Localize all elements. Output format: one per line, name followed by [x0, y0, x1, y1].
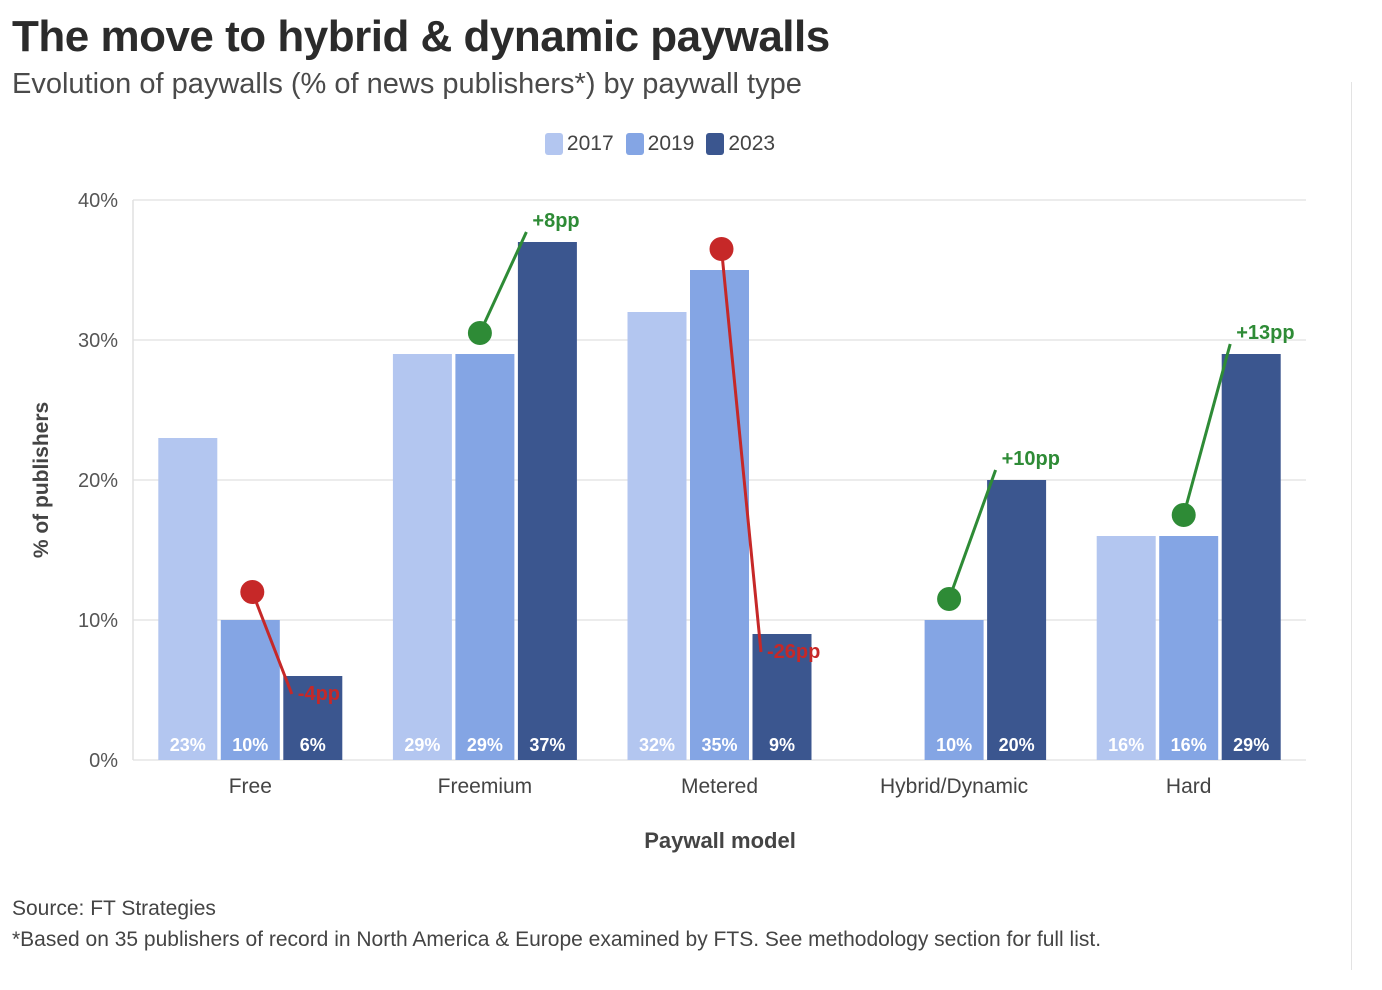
bar-value-label: 9% — [769, 735, 795, 755]
bar-2023-hard[interactable] — [1221, 354, 1281, 760]
bar-2019-hard[interactable] — [1159, 536, 1219, 760]
change-label: +10pp — [1002, 448, 1060, 470]
change-label: +13pp — [1236, 322, 1294, 344]
bar-2019-metered[interactable] — [690, 270, 749, 760]
y-tick-label: 40% — [78, 190, 118, 212]
bar-value-label: 10% — [232, 735, 268, 755]
legend-swatch-2019 — [625, 133, 644, 155]
change-marker — [1171, 503, 1196, 527]
bar-value-label: 6% — [300, 735, 326, 755]
y-tick-label: 10% — [78, 610, 118, 632]
bar-2017-freemium[interactable] — [392, 354, 452, 760]
legend: 2017 2019 2023 — [0, 132, 1320, 156]
legend-item-2019[interactable]: 2019 — [625, 132, 695, 156]
y-tick-label: 30% — [78, 330, 118, 352]
change-connector — [250, 591, 294, 695]
legend-label-2017: 2017 — [566, 132, 614, 155]
bar-value-label: 32% — [639, 735, 675, 755]
y-axis-title: % of publishers — [30, 402, 53, 558]
bar-2023-hybrid-dynamic[interactable] — [987, 480, 1047, 760]
bar-value-label: 20% — [999, 735, 1035, 755]
divider-line — [1351, 82, 1352, 970]
change-marker — [467, 321, 492, 345]
source-note: Source: FT Strategies — [12, 897, 216, 920]
bar-2017-hard[interactable] — [1096, 536, 1156, 760]
change-connector — [478, 231, 528, 334]
legend-label-2023: 2023 — [728, 132, 776, 155]
y-tick-label: 20% — [78, 470, 118, 492]
bar-value-label: 29% — [1233, 735, 1269, 755]
bar-2023-freemium[interactable] — [517, 242, 577, 760]
bar-value-label: 29% — [467, 735, 503, 755]
bar-value-label: 29% — [404, 735, 440, 755]
legend-item-2023[interactable]: 2023 — [706, 132, 775, 156]
bar-value-label: 10% — [936, 735, 972, 755]
bar-value-label: 37% — [529, 735, 565, 755]
chart-subtitle: Evolution of paywalls (% of news publish… — [12, 68, 802, 100]
bar-value-label: 16% — [1108, 735, 1144, 755]
change-label: -4pp — [298, 683, 340, 705]
bar-2017-metered[interactable] — [627, 312, 687, 760]
x-tick-label: Hard — [1166, 775, 1212, 798]
bar-2019-free[interactable] — [220, 620, 280, 760]
x-axis-title: Paywall model — [644, 828, 796, 853]
change-marker — [937, 587, 962, 611]
change-connector — [947, 469, 998, 600]
x-tick-label: Freemium — [438, 775, 533, 798]
legend-swatch-2017 — [544, 133, 563, 155]
change-marker — [240, 580, 265, 604]
bar-2023-metered[interactable] — [752, 634, 812, 760]
bar-value-label: 16% — [1171, 735, 1207, 755]
x-tick-label: Metered — [681, 775, 758, 798]
change-connector — [720, 248, 763, 653]
bar-2019-freemium[interactable] — [455, 354, 515, 760]
bar-value-label: 23% — [170, 735, 206, 755]
bar-2017-free[interactable] — [158, 438, 218, 760]
change-label: -26pp — [767, 641, 820, 663]
change-label: +8pp — [532, 210, 579, 232]
change-marker — [709, 237, 734, 261]
chart-title: The move to hybrid & dynamic paywalls — [12, 12, 830, 61]
x-tick-label: Free — [229, 775, 272, 798]
bar-2019-hybrid-dynamic[interactable] — [924, 620, 984, 760]
legend-label-2019: 2019 — [647, 132, 695, 155]
methodology-note: *Based on 35 publishers of record in Nor… — [12, 928, 1102, 951]
y-tick-label: 0% — [89, 750, 118, 772]
legend-item-2017[interactable]: 2017 — [544, 132, 614, 156]
bar-value-label: 35% — [701, 735, 737, 755]
legend-swatch-2023 — [706, 133, 725, 155]
bar-2023-free[interactable] — [283, 676, 343, 760]
change-connector — [1182, 343, 1232, 516]
x-tick-label: Hybrid/Dynamic — [880, 775, 1028, 798]
